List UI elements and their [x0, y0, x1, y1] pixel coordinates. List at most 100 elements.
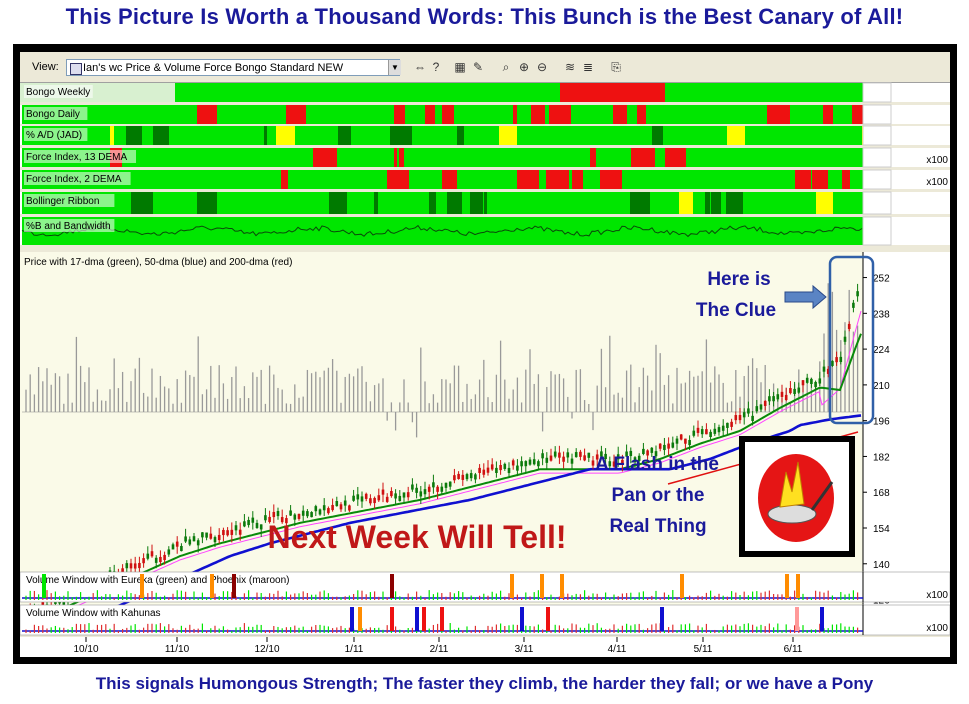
candle-body [503, 463, 507, 469]
strip-segment [525, 126, 543, 145]
candle-body [394, 493, 397, 499]
strip-segment [736, 105, 750, 124]
candle-body [789, 388, 792, 394]
strip-axis-cell [862, 82, 892, 103]
strip-segment [325, 126, 336, 145]
candle-body [192, 536, 196, 542]
strip-segment [445, 148, 453, 167]
flash-text-1: A Flash in the [595, 454, 719, 475]
ruler-icon[interactable]: ⇔ [414, 60, 426, 74]
signal-spike [560, 574, 564, 598]
candle-body [423, 489, 427, 495]
price-axis-background [863, 252, 950, 620]
strip-segment [120, 105, 127, 124]
chart-icon [70, 63, 82, 75]
strip-segment [447, 192, 462, 214]
candle-body [528, 459, 532, 465]
strip-segment [630, 192, 650, 214]
candle-body [629, 450, 633, 457]
strip-label: Force Index, 2 DEMA [26, 174, 122, 185]
strip-segment [175, 83, 560, 102]
candle-body [469, 473, 473, 479]
wave-icon[interactable]: ≋ [564, 60, 576, 74]
candle-body [646, 450, 649, 456]
candle-body [772, 396, 775, 402]
strip-segment [131, 192, 153, 214]
candle-body [595, 454, 599, 460]
candle-body [616, 454, 620, 460]
strip-segment [478, 126, 482, 145]
candle-body [847, 323, 851, 330]
candlesticks [24, 283, 859, 620]
signal-spike [350, 607, 354, 631]
candle-body [154, 557, 158, 563]
properties-icon[interactable]: ▦ [454, 60, 466, 74]
candle-body [810, 378, 813, 384]
strip-segment [168, 105, 182, 124]
candle-body [604, 453, 607, 460]
strip-segment [852, 105, 863, 124]
signal-spike [660, 607, 664, 631]
question-icon[interactable]: ? [432, 60, 440, 74]
strip-segment [201, 148, 204, 167]
zoom-out-icon[interactable]: ⊖ [536, 60, 548, 74]
candle-body [696, 427, 700, 433]
flash-icon [779, 461, 805, 508]
highlight-box [828, 255, 875, 425]
candle-body [541, 453, 544, 459]
candle-body [369, 498, 372, 504]
price-tick-label: 238 [873, 309, 890, 320]
strip-segment [820, 126, 827, 145]
candle-body [755, 406, 759, 412]
zoom-in-icon[interactable]: ⊕ [518, 60, 530, 74]
strip-label: Bongo Weekly [26, 87, 90, 98]
candle-body [411, 484, 414, 490]
candle-body [373, 497, 376, 504]
signal-spike [415, 607, 419, 631]
strip-label-bg [24, 128, 88, 141]
strip-segment [217, 148, 224, 167]
candle-body [251, 517, 255, 523]
strip-segment [656, 105, 666, 124]
strip-segment [338, 126, 351, 145]
zoom-icon[interactable]: ⌕ [502, 60, 510, 74]
candle-body [818, 378, 822, 384]
chevron-down-icon[interactable]: ▼ [388, 60, 401, 75]
strip-segment [552, 148, 558, 167]
candle-body [444, 482, 448, 488]
candle-body [201, 532, 204, 538]
candle-body [730, 421, 733, 427]
strip-segment [726, 192, 743, 214]
candle-body [486, 467, 490, 473]
strip-segment [803, 148, 813, 167]
candle-body [537, 461, 540, 467]
strip-segment [795, 170, 811, 189]
candle-body [327, 508, 330, 514]
strip-label: Force Index, 13 DEMA [26, 152, 127, 163]
signal-spike [520, 607, 524, 631]
candle-body [721, 425, 725, 431]
export-icon[interactable]: ⎘ [611, 60, 621, 74]
strip-5: Force Index, 2 DEMA x100 [20, 169, 950, 190]
page-title: This Picture Is Worth a Thousand Words: … [65, 4, 904, 29]
list-icon[interactable]: ≣ [582, 60, 594, 74]
stock-chart[interactable]: Bongo Weekly Bongo Daily % A/D (JAD) Force … [20, 52, 950, 657]
strip-axis-cell [862, 169, 892, 190]
edit-icon[interactable]: ✎ [472, 60, 484, 74]
strip-segment [192, 126, 214, 145]
candle-body [637, 455, 641, 461]
strip-segment [373, 126, 390, 145]
candle-body [566, 452, 570, 458]
candle-body [352, 495, 355, 501]
candle-body [545, 457, 549, 463]
strip-segment [479, 170, 500, 189]
candle-body [310, 512, 313, 518]
strip-segment [705, 192, 710, 214]
strip-label: Bollinger Ribbon [26, 196, 99, 207]
view-select[interactable]: Ian's wc Price & Volume Force Bongo Stan… [66, 59, 400, 76]
strip-segment [138, 148, 152, 167]
strip-segment [543, 126, 565, 145]
candle-body [159, 556, 162, 563]
candle-body [562, 456, 565, 462]
strip-segment [477, 105, 492, 124]
